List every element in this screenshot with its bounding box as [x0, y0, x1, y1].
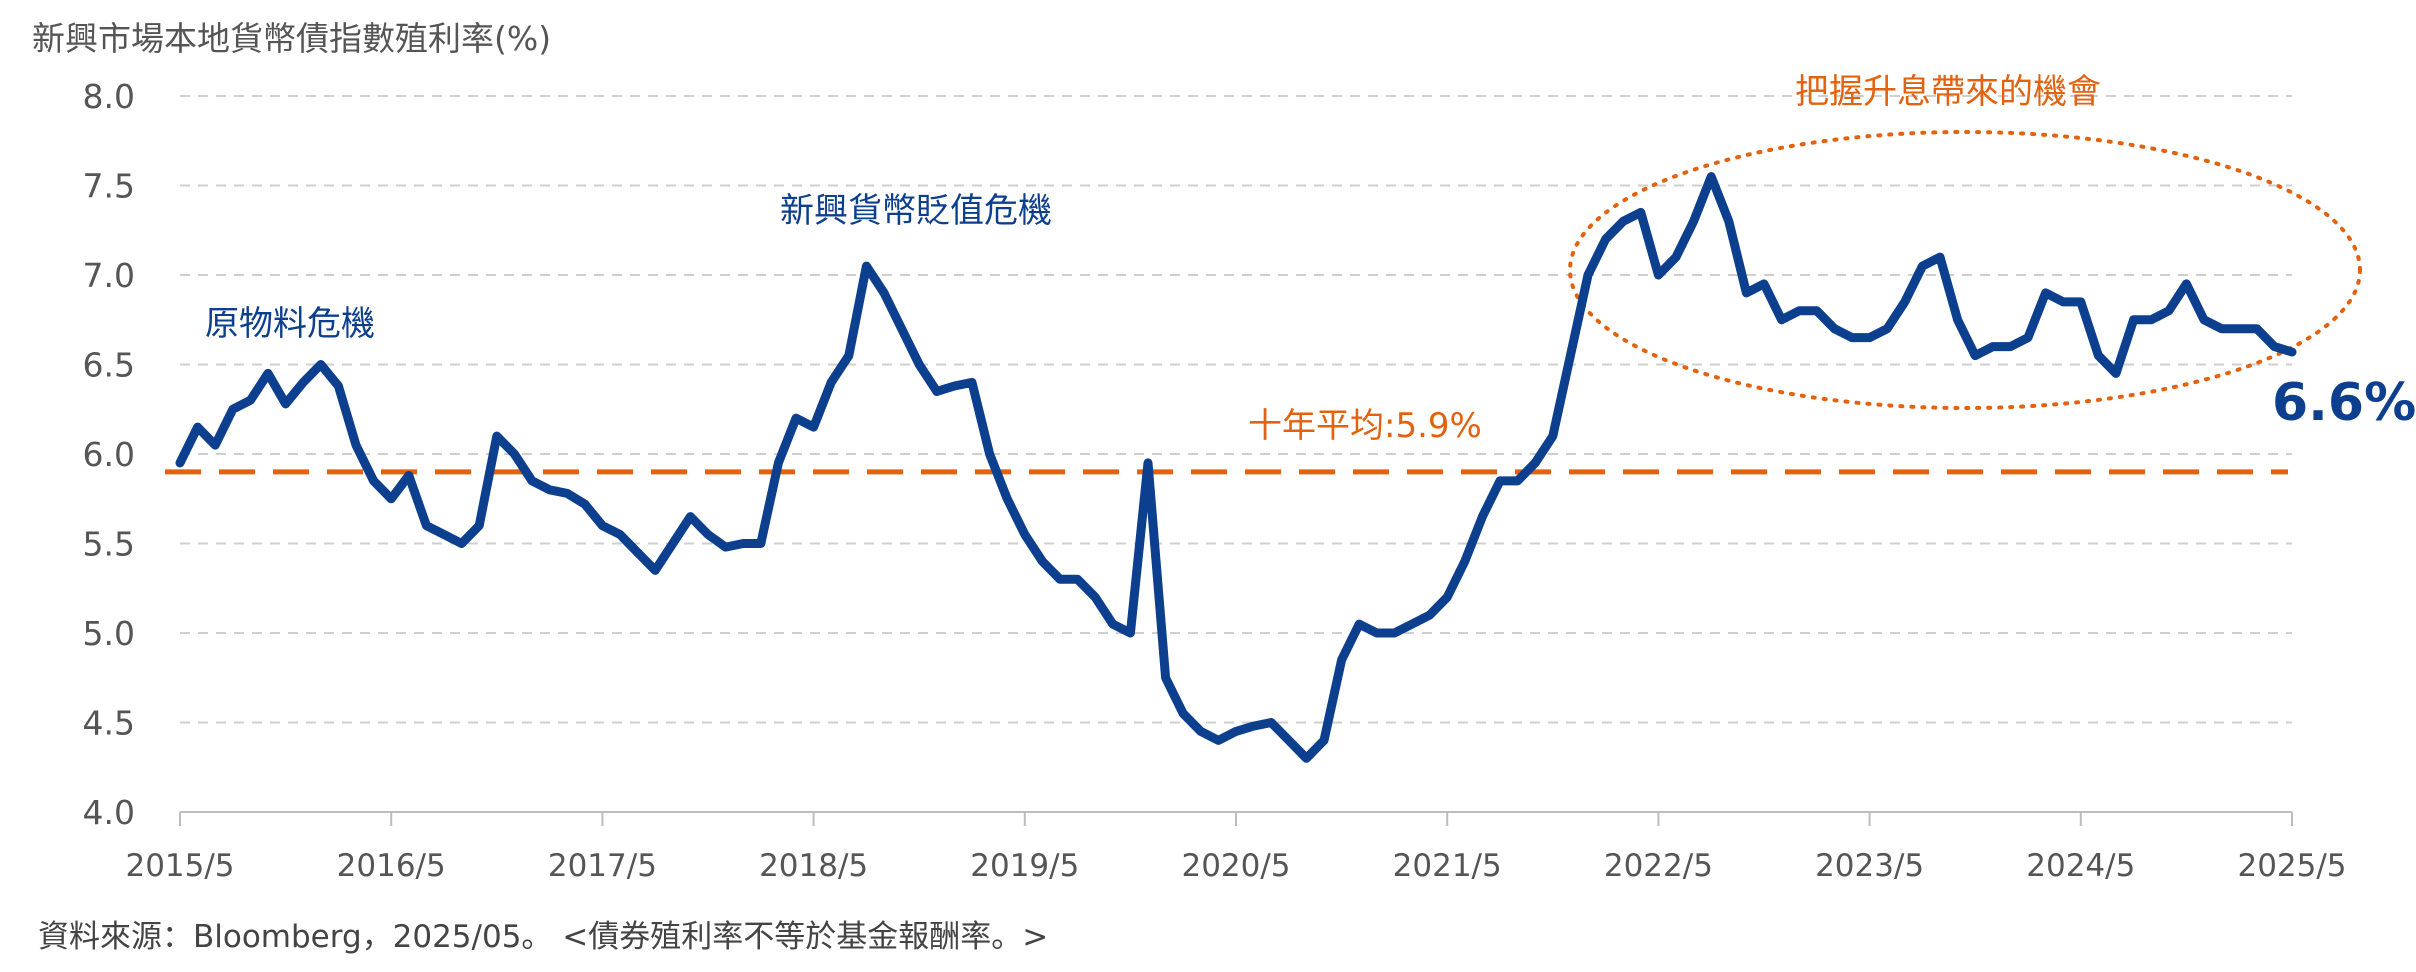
y-tick-label: 6.5	[83, 346, 135, 385]
last-value-label: 6.6%	[2272, 373, 2416, 433]
x-tick-label: 2019/5	[970, 848, 1079, 884]
y-tick-label: 4.0	[83, 793, 135, 832]
series-line-em-local-currency-yield	[175, 172, 2297, 763]
y-tick-label: 4.5	[83, 704, 135, 743]
y-tick-label: 7.5	[83, 167, 135, 206]
source-note: 資料來源：Bloomberg，2025/05。 <債券殖利率不等於基金報酬率。>	[38, 919, 1048, 955]
x-tick-label: 2024/5	[2026, 848, 2135, 884]
y-tick-label: 6.0	[83, 435, 135, 474]
x-tick-label: 2023/5	[1815, 848, 1924, 884]
annotation-rate-hike-opportunity: 把握升息帶來的機會	[1795, 72, 2101, 112]
y-axis-title: 新興市場本地貨幣債指數殖利率(%)	[32, 19, 551, 58]
x-tick-label: 2017/5	[548, 848, 657, 884]
ten-year-average-label: 十年平均:5.9%	[1248, 406, 1482, 446]
y-tick-label: 8.0	[83, 77, 135, 116]
y-tick-label: 5.5	[83, 525, 135, 564]
x-tick-label: 2015/5	[125, 848, 234, 884]
x-axis	[179, 811, 2293, 826]
x-tick-label: 2025/5	[2237, 848, 2346, 884]
x-tick-label: 2020/5	[1181, 848, 1290, 884]
y-tick-label: 7.0	[83, 256, 135, 295]
x-tick-label: 2022/5	[1604, 848, 1713, 884]
x-tick-labels: 2015/5 2016/5 2017/5 2018/5 2019/5 2020/5 2021…	[125, 848, 2346, 884]
y-tick-labels: 8.0 7.5 7.0 6.5 6.0 5.5 5.0 4.5 4.0	[83, 77, 135, 832]
annotation-em-currency-crisis: 新興貨幣貶值危機	[780, 191, 1052, 231]
x-tick-label: 2018/5	[759, 848, 868, 884]
opportunity-highlight-ellipse	[1568, 130, 2362, 410]
y-tick-label: 5.0	[83, 614, 135, 653]
x-tick-label: 2021/5	[1393, 848, 1502, 884]
annotation-commodity-crisis: 原物料危機	[205, 304, 375, 344]
x-tick-label: 2016/5	[337, 848, 446, 884]
gridlines	[180, 95, 2292, 724]
